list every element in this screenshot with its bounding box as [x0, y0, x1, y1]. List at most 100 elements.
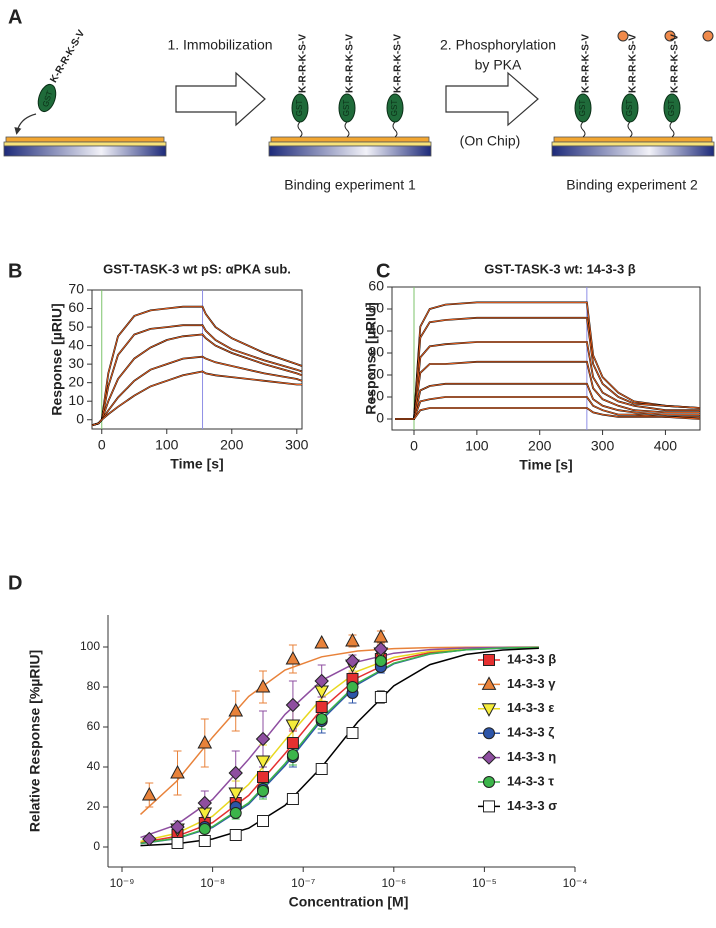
x-tick-label: 10⁻⁵ [472, 876, 497, 890]
legend-label: 14-3-3 τ [507, 773, 554, 788]
chart-title: GST-TASK-3 wt: 14-3-3 β [484, 261, 636, 276]
x-tick-label: 0 [98, 437, 106, 453]
panel-label: A [8, 6, 22, 28]
plot-frame [91, 289, 303, 430]
panel-label: C [376, 260, 390, 282]
x-tick-label: 100 [465, 438, 489, 454]
chip [3, 136, 167, 157]
y-tick-label: 10 [68, 392, 84, 408]
y-tick-label: 20 [368, 366, 384, 382]
x-tick-label: 300 [591, 438, 615, 454]
peptide-label: K-R-R-K-S-V [670, 34, 681, 93]
y-tick-label: 0 [93, 839, 100, 853]
phosphate [617, 30, 629, 42]
gst-label: GST [625, 100, 634, 117]
data-point [257, 771, 270, 783]
caption: Binding experiment 1 [284, 177, 416, 193]
y-tick-label: 0 [76, 410, 84, 426]
gst-protein: GST K-R-R-K-S-V [386, 34, 404, 138]
legend-marker [483, 776, 495, 788]
data-point [286, 737, 299, 749]
legend-label: 14-3-3 β [507, 651, 556, 666]
chart-title: GST-TASK-3 wt pS: αPKA sub. [103, 261, 291, 276]
data-point [228, 787, 244, 802]
phosphate [702, 30, 714, 42]
y-tick-label: 70 [68, 281, 84, 297]
data-point [346, 681, 359, 693]
y-tick-label: 60 [368, 278, 384, 294]
y-axis-label: Response [µRIU] [363, 302, 379, 414]
y-tick-label: 20 [87, 799, 101, 813]
sensorgram [395, 360, 700, 420]
legend-label: 14-3-3 η [507, 749, 556, 764]
data-point [315, 763, 328, 775]
panel-label: D [8, 572, 22, 594]
data-point [197, 795, 212, 811]
data-point [198, 823, 211, 835]
peptide-label: K-R-R-K-S-V [393, 34, 404, 93]
data-point [314, 673, 329, 689]
gst-label: GST [295, 100, 304, 117]
gst-label: GST [667, 100, 676, 117]
y-tick-label: 60 [87, 719, 101, 733]
fit-curve [139, 646, 539, 815]
plot-frame [391, 286, 701, 431]
step-label: 1. Immobilization [167, 37, 272, 53]
data-point [286, 793, 299, 805]
gst-protein: GST K-R-R-K-S-V [663, 30, 714, 138]
y-tick-label: 100 [80, 639, 100, 653]
y-tick-label: 40 [368, 322, 384, 338]
y-tick-label: 10 [368, 388, 384, 404]
x-axis-label: Time [s] [170, 456, 223, 472]
data-point [171, 837, 184, 849]
y-tick-label: 30 [368, 344, 384, 360]
data-point [229, 829, 242, 841]
legend-marker [481, 703, 497, 717]
x-tick-label: 10⁻⁷ [291, 876, 315, 890]
x-tick-label: 10⁻⁴ [563, 876, 588, 890]
chip [268, 136, 432, 157]
x-tick-label: 10⁻⁸ [200, 876, 225, 890]
x-tick-label: 10⁻⁹ [110, 876, 135, 890]
fit-curve [91, 356, 303, 426]
step-note: (On Chip) [460, 133, 521, 149]
legend-marker [483, 654, 495, 666]
y-tick-label: 40 [68, 336, 84, 352]
fit-curve [395, 396, 700, 420]
fit-curve [91, 334, 303, 426]
x-tick-label: 100 [155, 437, 179, 453]
caption: Binding experiment 2 [566, 177, 698, 193]
data-point [197, 734, 213, 749]
legend-label: 14-3-3 γ [507, 676, 556, 691]
fit-curve [395, 407, 701, 420]
x-tick-label: 300 [285, 437, 309, 453]
arrow [445, 71, 539, 127]
legend-label: 14-3-3 ε [507, 700, 554, 715]
gst-label: GST [578, 100, 587, 117]
data-point [228, 765, 243, 781]
arrow [175, 71, 266, 127]
gst-protein: GST K-R-R-K-S-V [338, 34, 356, 138]
y-axis-label: Relative Response [%µRIU] [27, 650, 43, 832]
legend-label: 14-3-3 σ [507, 798, 557, 813]
data-point [315, 701, 328, 713]
y-tick-label: 30 [68, 355, 84, 371]
legend-marker [481, 676, 497, 690]
peptide-label: K-R-R-K-S-V [345, 34, 356, 93]
legend-marker [483, 800, 495, 813]
x-axis-label: Concentration [M] [289, 894, 409, 910]
data-point [255, 678, 271, 693]
data-point [285, 650, 301, 665]
x-tick-label: 200 [220, 437, 244, 453]
panel-label: B [8, 260, 22, 282]
y-tick-label: 40 [87, 759, 101, 773]
data-point [374, 655, 387, 667]
data-point [255, 731, 271, 747]
x-axis-label: Time [s] [519, 457, 572, 473]
step-label: by PKA [475, 57, 522, 73]
peptide-label: K-R-R-K-S-V [48, 28, 87, 85]
x-tick-label: 10⁻⁶ [381, 876, 406, 890]
fit-curve [395, 361, 700, 420]
